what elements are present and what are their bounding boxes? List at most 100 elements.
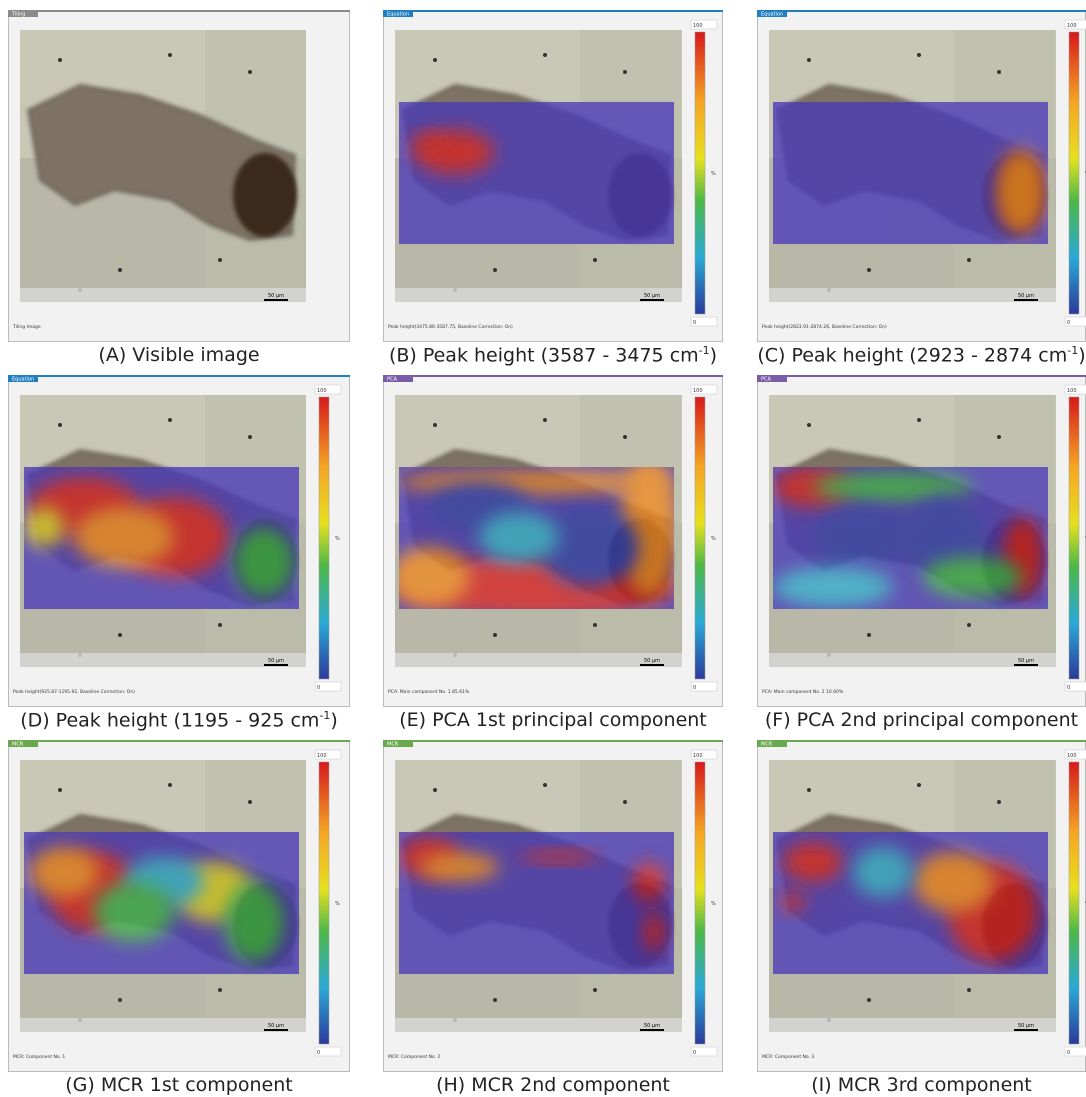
caption: (B) Peak height (3587 - 3475 cm-1) — [383, 344, 723, 366]
caption-text: (E) PCA 1st principal component — [399, 709, 707, 731]
caption-sup: -1 — [1067, 344, 1078, 357]
scale-bar — [640, 664, 664, 666]
particle — [867, 633, 871, 637]
particle — [807, 788, 811, 792]
scale-strip — [20, 1018, 306, 1032]
particle — [118, 633, 122, 637]
tab-label: Tiling — [11, 12, 25, 18]
caption: (F) PCA 2nd principal component — [757, 709, 1086, 731]
particle — [218, 258, 222, 262]
colorbar-unit: % — [711, 901, 716, 907]
colorbar-max: 100 — [1067, 753, 1077, 759]
heatmap — [773, 467, 1048, 609]
particle — [967, 623, 971, 627]
colorbar-max: 100 — [317, 388, 327, 394]
heat-blob — [923, 557, 1023, 597]
footer-text: MCR: Component No. 1 — [13, 1054, 65, 1060]
heatmap — [773, 102, 1048, 244]
colorbar-min: 0 — [1067, 320, 1070, 326]
heatmap — [24, 467, 299, 609]
scale-label: 50 µm — [644, 658, 660, 664]
footer-text: Peak height(925.87-1195.92, Baseline Cor… — [13, 689, 135, 695]
particle — [58, 423, 62, 427]
colorbar-min: 0 — [317, 1050, 320, 1056]
colorbar — [1069, 762, 1079, 1044]
tab-line — [757, 375, 1086, 377]
heat-blob — [413, 134, 445, 154]
colorbar — [695, 762, 705, 1044]
heat-blob — [853, 847, 913, 897]
colorbar — [1069, 32, 1079, 314]
colorbar-unit: % — [711, 171, 716, 177]
scale-strip — [20, 653, 306, 667]
heat-blob — [813, 507, 913, 567]
particle — [58, 788, 62, 792]
caption: (H) MCR 2nd component — [383, 1074, 723, 1096]
panel: PCA100%050 µmPCA: Main component No. 1 8… — [383, 375, 723, 707]
particle — [623, 435, 627, 439]
heat-blob — [24, 507, 64, 547]
caption-text: (A) Visible image — [98, 344, 259, 366]
footer-text: Tiling Image — [12, 324, 41, 330]
particle — [997, 800, 1001, 804]
particle — [493, 998, 497, 1002]
footer-text: MCR: Component No. 3 — [762, 1054, 814, 1060]
colorbar — [1069, 397, 1079, 679]
particle — [248, 800, 252, 804]
footer-text: Peak height(3475.86-3587.75, Baseline Co… — [388, 324, 513, 330]
particle — [118, 998, 122, 1002]
caption-text: (C) Peak height (2923 - 2874 cm — [757, 344, 1067, 366]
tab-line — [757, 740, 1086, 742]
panel: MCR100%050 µmMCR: Component No. 2 — [383, 740, 723, 1072]
particle — [623, 800, 627, 804]
particle — [433, 423, 437, 427]
heat-blob — [519, 851, 599, 863]
scale-bar — [264, 299, 288, 301]
scale-strip — [769, 653, 1056, 667]
particle — [118, 268, 122, 272]
particle — [493, 633, 497, 637]
colorbar — [319, 762, 329, 1044]
colorbar-min: 0 — [1067, 685, 1070, 691]
particle — [867, 998, 871, 1002]
scale-label: 50 µm — [268, 658, 284, 664]
colorbar-unit: % — [335, 901, 340, 907]
particle — [807, 423, 811, 427]
scale-label: 50 µm — [1018, 658, 1034, 664]
particle — [218, 988, 222, 992]
tab-label: Equation — [12, 377, 34, 383]
tab-label: PCA — [387, 377, 398, 383]
caption-sup: -1 — [319, 709, 330, 722]
particle — [623, 70, 627, 74]
heat-blob — [997, 150, 1045, 234]
caption: (E) PCA 1st principal component — [383, 709, 723, 731]
tab-line — [8, 740, 350, 742]
particle — [593, 258, 597, 262]
colorbar-max: 100 — [693, 753, 703, 759]
caption: (G) MCR 1st component — [8, 1074, 350, 1096]
particle — [967, 258, 971, 262]
particle — [168, 418, 172, 422]
heat-blob — [224, 882, 284, 962]
scale-label: 50 µm — [268, 293, 284, 299]
particle — [917, 53, 921, 57]
scale-strip — [395, 288, 682, 302]
caption-text: (G) MCR 1st component — [65, 1074, 292, 1096]
tab-label: MCR — [761, 742, 773, 748]
heat-blob — [783, 842, 843, 882]
figure: (() => { const data = JSON.parse(documen… — [0, 0, 1086, 1097]
heat-blob — [234, 527, 294, 597]
particle — [248, 435, 252, 439]
caption: (D) Peak height (1195 - 925 cm-1) — [8, 709, 350, 731]
particle — [997, 435, 1001, 439]
footer-text: PCA: Main component No. 1 85.61% — [388, 689, 470, 695]
heatmap — [773, 832, 1048, 974]
caption-tail: ) — [710, 344, 717, 366]
tab-label: PCA — [761, 377, 772, 383]
caption-text: (H) MCR 2nd component — [436, 1074, 670, 1096]
heat-blob — [773, 567, 893, 607]
heat-blob — [913, 852, 993, 912]
particle — [997, 70, 1001, 74]
